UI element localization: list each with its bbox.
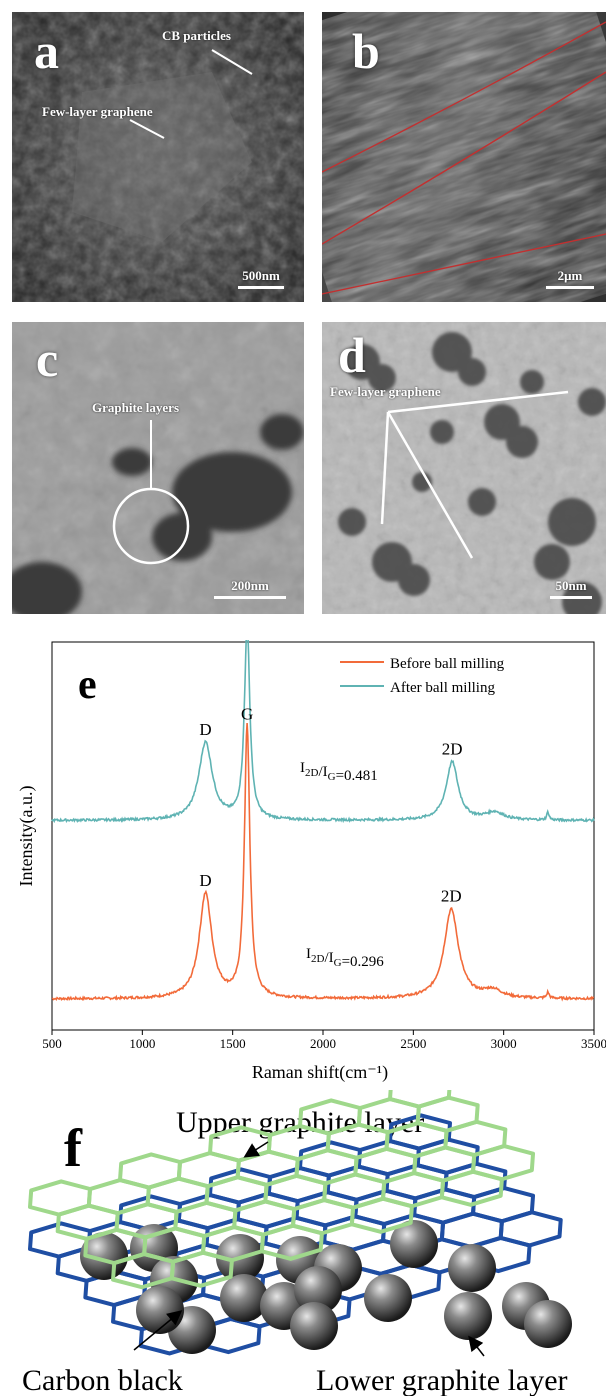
- scale-bar-d: 50nm: [550, 578, 592, 599]
- carbon-black-arrow: [133, 1310, 183, 1351]
- layer-boundary-line-1: [322, 21, 606, 173]
- panel-a-pointers: [129, 49, 253, 139]
- panel-c-image: [12, 322, 304, 614]
- layer-boundary-line-3: [322, 233, 606, 295]
- peak-label-2d-before: 2D: [441, 887, 462, 906]
- intensity-ratio-after: I2D/IG=0.481: [300, 760, 378, 784]
- graphene-pointer-1: [387, 390, 569, 414]
- scale-bar-a-text: 500nm: [242, 268, 280, 283]
- panel-d: d Few-layer graphene 50nm: [322, 322, 606, 614]
- panel-b: b 2μm: [322, 12, 606, 302]
- peak-label-2d-after: 2D: [442, 739, 463, 758]
- peak-label-d-before: D: [199, 871, 211, 890]
- carbon-black-sphere: [80, 1232, 128, 1280]
- scale-bar-a: 500nm: [238, 268, 284, 289]
- plot-frame: [51, 641, 595, 1031]
- panel-f-schematic: f Upper graphite layer Carbon black Lowe…: [22, 1090, 572, 1396]
- panel-b-image: [322, 12, 606, 302]
- panel-e-label: e: [78, 662, 97, 708]
- graphene-pointer-2: [380, 411, 390, 525]
- peak-label-g-before: G: [241, 704, 253, 723]
- raman-chart: e Before ball milling After ball milling…: [16, 640, 606, 1083]
- carbon-black-sphere: [444, 1292, 492, 1340]
- panel-b-label: b: [352, 23, 380, 79]
- scale-bar-b: 2μm: [546, 268, 594, 289]
- x-tick-label: 2500: [400, 1036, 426, 1051]
- x-tick-label: 1500: [220, 1036, 246, 1051]
- carbon-black-sphere: [524, 1300, 572, 1348]
- carbon-black-sphere: [448, 1244, 496, 1292]
- carbon-black-label: Carbon black: [22, 1364, 183, 1396]
- graphite-layers-label: Graphite layers: [92, 400, 180, 415]
- carbon-black-sphere: [290, 1302, 338, 1350]
- cb-particles-label: CB particles: [162, 28, 231, 43]
- panel-f-label: f: [64, 1118, 83, 1178]
- lower-layer-arrow: [468, 1335, 485, 1357]
- carbon-black-sphere: [294, 1266, 342, 1314]
- ratio-labels: I2D/IG=0.296 I2D/IG=0.481: [300, 760, 384, 970]
- intensity-ratio-before: I2D/IG=0.296: [306, 946, 384, 970]
- legend: Before ball milling After ball milling: [340, 656, 505, 696]
- series-line-after: [51, 640, 595, 824]
- scale-bar-c-line: [214, 596, 286, 599]
- panel-d-label: d: [338, 327, 366, 383]
- hex-cell: [381, 1171, 446, 1209]
- x-axis-label: Raman shift(cm⁻¹): [252, 1062, 388, 1083]
- panel-d-image: [322, 322, 606, 614]
- x-tick-label: 1000: [129, 1036, 155, 1051]
- x-axis-ticks: 500 1000 1500 2000 2500 3000 3500: [42, 1030, 606, 1051]
- lower-graphite-layer-label: Lower graphite layer: [316, 1364, 568, 1396]
- hex-cell: [291, 1198, 356, 1236]
- scale-bar-d-text: 50nm: [555, 578, 587, 593]
- peak-labels: DG2DDG2D: [199, 704, 463, 906]
- scale-bar-d-line: [550, 596, 592, 599]
- panel-a-label: a: [34, 23, 59, 79]
- few-layer-graphene-label: Few-layer graphene: [42, 104, 153, 119]
- peak-label-d-after: D: [199, 720, 211, 739]
- legend-label-before: Before ball milling: [390, 656, 505, 672]
- series-line-before: [51, 723, 595, 1002]
- x-tick-label: 500: [42, 1036, 62, 1051]
- x-tick-label: 2000: [310, 1036, 336, 1051]
- upper-layer-arrow: [243, 1141, 269, 1158]
- scale-bar-c-text: 200nm: [231, 578, 269, 593]
- scale-bar-b-text: 2μm: [557, 268, 583, 283]
- panel-a-image: [12, 12, 304, 302]
- carbon-black-sphere: [390, 1220, 438, 1268]
- hex-cell: [471, 1144, 536, 1182]
- few-layer-graphene-d-label: Few-layer graphene: [330, 384, 441, 399]
- carbon-black-sphere: [220, 1274, 268, 1322]
- panel-a: a CB particles Few-layer graphene 500nm: [12, 12, 304, 302]
- hex-cell: [498, 1210, 563, 1248]
- series-group: [51, 640, 595, 1002]
- graphene-pointer-3: [386, 411, 474, 559]
- carbon-black-sphere: [364, 1274, 412, 1322]
- legend-label-after: After ball milling: [390, 680, 495, 696]
- panel-c: c Graphite layers 200nm: [12, 322, 304, 614]
- panel-c-label: c: [36, 331, 59, 387]
- scale-bar-c: 200nm: [214, 578, 286, 599]
- layer-boundary-line-2: [322, 71, 606, 245]
- carbon-black-sphere: [136, 1286, 184, 1334]
- y-axis-label: Intensity(a.u.): [16, 786, 37, 887]
- scale-bar-b-line: [546, 286, 594, 289]
- scale-bar-a-line: [238, 286, 284, 289]
- upper-graphite-layer: [28, 1090, 536, 1290]
- x-tick-label: 3000: [491, 1036, 517, 1051]
- x-tick-label: 3500: [581, 1036, 606, 1051]
